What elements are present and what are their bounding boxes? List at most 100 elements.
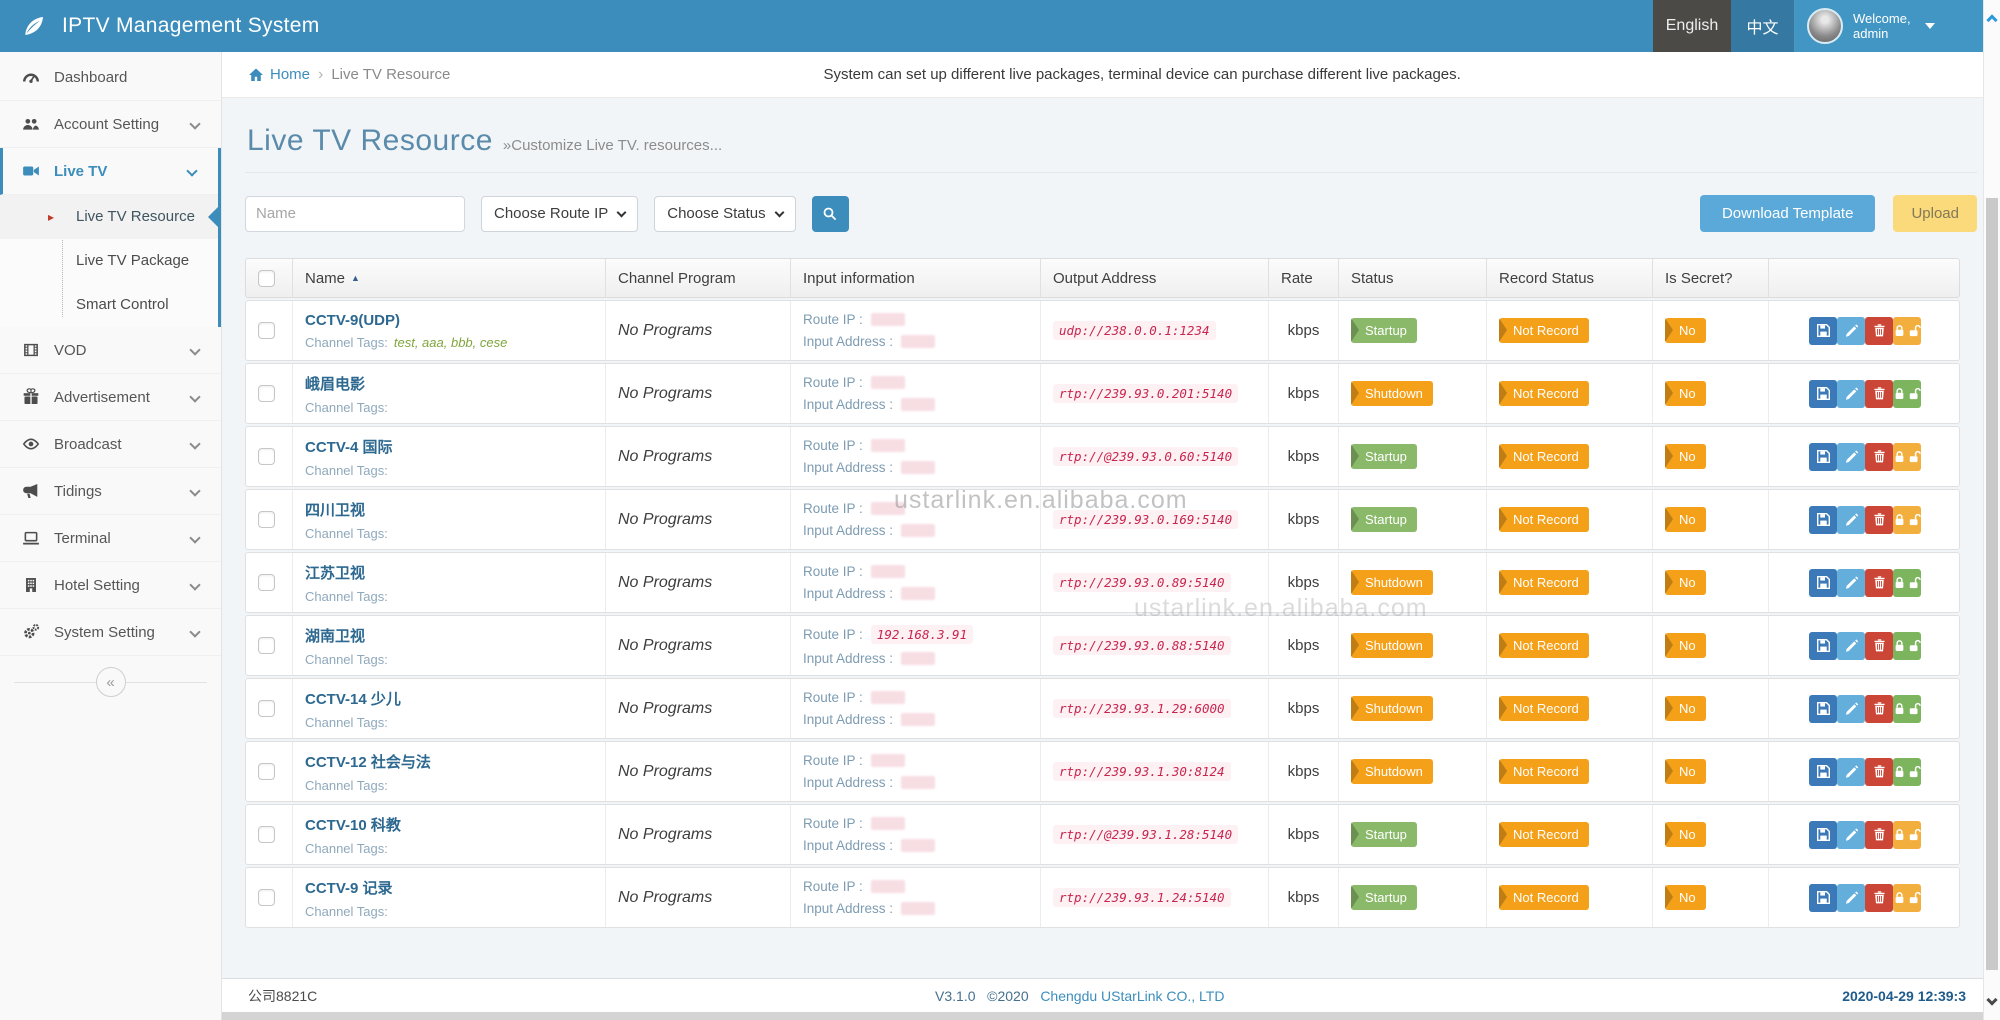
edit-button[interactable] — [1837, 379, 1865, 408]
edit-button[interactable] — [1837, 442, 1865, 471]
row-checkbox[interactable] — [258, 637, 275, 654]
search-button[interactable] — [811, 195, 849, 232]
sidebar-item-account-setting[interactable]: Account Setting — [0, 101, 221, 148]
delete-button[interactable] — [1865, 820, 1893, 849]
delete-button[interactable] — [1865, 883, 1893, 912]
sidebar-item-dashboard[interactable]: Dashboard — [0, 54, 221, 101]
unlock-button[interactable] — [1893, 631, 1921, 660]
unlock-button[interactable] — [1893, 694, 1921, 723]
sidebar-item-advertisement[interactable]: Advertisement — [0, 374, 221, 421]
channel-name-link[interactable]: CCTV-12 社会与法 — [305, 753, 431, 771]
save-button[interactable] — [1809, 820, 1837, 849]
row-checkbox[interactable] — [258, 889, 275, 906]
edit-button[interactable] — [1837, 883, 1865, 912]
delete-button[interactable] — [1865, 631, 1893, 660]
save-button[interactable] — [1809, 505, 1837, 534]
row-checkbox[interactable] — [258, 700, 275, 717]
row-checkbox[interactable] — [258, 322, 275, 339]
lock-button[interactable] — [1893, 820, 1921, 849]
breadcrumb-home-link[interactable]: Home — [248, 66, 310, 83]
channel-name-link[interactable]: CCTV-14 少儿 — [305, 690, 401, 708]
sidebar-subitem-live-tv-resource[interactable]: ▸ Live TV Resource — [0, 195, 218, 239]
lock-button[interactable] — [1893, 883, 1921, 912]
scrollbar-up-arrow-icon[interactable] — [1986, 14, 1998, 26]
channel-name-link[interactable]: CCTV-9(UDP) — [305, 311, 401, 329]
pencil-edit-icon — [1844, 386, 1859, 401]
scrollbar-thumb[interactable] — [1986, 198, 1998, 970]
upload-button[interactable]: Upload — [1893, 195, 1977, 232]
language-chinese-button[interactable]: 中文 — [1731, 0, 1795, 52]
delete-button[interactable] — [1865, 442, 1893, 471]
edit-button[interactable] — [1837, 505, 1865, 534]
channel-name-link[interactable]: 湖南卫视 — [305, 627, 366, 645]
save-button[interactable] — [1809, 631, 1837, 660]
save-button[interactable] — [1809, 316, 1837, 345]
sidebar-subitem-live-tv-package[interactable]: Live TV Package — [0, 239, 218, 283]
channel-name-link[interactable]: 江苏卫视 — [305, 564, 366, 582]
unlock-button[interactable] — [1893, 568, 1921, 597]
edit-button[interactable] — [1837, 316, 1865, 345]
row-checkbox[interactable] — [258, 574, 275, 591]
row-checkbox[interactable] — [258, 448, 275, 465]
channel-name-link[interactable]: CCTV-10 科教 — [305, 816, 401, 834]
unlock-button[interactable] — [1893, 379, 1921, 408]
sidebar-item-hotel-setting[interactable]: Hotel Setting — [0, 562, 221, 609]
channel-name-link[interactable]: 峨眉电影 — [305, 375, 366, 393]
sidebar-item-tidings[interactable]: Tidings — [0, 468, 221, 515]
select-all-checkbox[interactable] — [258, 269, 275, 287]
lock-button[interactable] — [1893, 442, 1921, 471]
sidebar-item-live-tv[interactable]: Live TV — [0, 148, 218, 195]
sidebar-item-vod[interactable]: VOD — [0, 327, 221, 374]
lock-button[interactable] — [1893, 316, 1921, 345]
delete-button[interactable] — [1865, 568, 1893, 597]
delete-button[interactable] — [1865, 757, 1893, 786]
delete-button[interactable] — [1865, 694, 1893, 723]
scrollbar-down-arrow-icon[interactable] — [1986, 994, 1998, 1006]
col-header-channel-program[interactable]: Channel Program — [606, 259, 791, 297]
row-checkbox[interactable] — [258, 826, 275, 843]
user-menu[interactable]: Welcome, admin — [1795, 0, 1983, 52]
status-select[interactable]: Choose Status — [654, 195, 796, 232]
col-header-name[interactable]: Name ▲ — [293, 259, 606, 297]
sidebar-subitem-smart-control[interactable]: Smart Control — [0, 283, 218, 327]
channel-name-link[interactable]: CCTV-9 记录 — [305, 879, 393, 897]
col-header-is-secret[interactable]: Is Secret? — [1653, 259, 1769, 297]
sidebar-item-system-setting[interactable]: System Setting — [0, 609, 221, 656]
edit-button[interactable] — [1837, 757, 1865, 786]
download-template-button[interactable]: Download Template — [1699, 195, 1876, 232]
row-checkbox[interactable] — [258, 385, 275, 402]
save-button[interactable] — [1809, 379, 1837, 408]
edit-button[interactable] — [1837, 568, 1865, 597]
row-checkbox[interactable] — [258, 511, 275, 528]
edit-button[interactable] — [1837, 631, 1865, 660]
edit-button[interactable] — [1837, 820, 1865, 849]
delete-button[interactable] — [1865, 379, 1893, 408]
channel-name-link[interactable]: CCTV-4 国际 — [305, 438, 393, 456]
col-header-output-address[interactable]: Output Address — [1041, 259, 1269, 297]
save-button[interactable] — [1809, 568, 1837, 597]
name-filter-input[interactable] — [245, 195, 465, 232]
route-ip-select[interactable]: Choose Route IP — [481, 195, 639, 232]
sidebar-item-terminal[interactable]: Terminal — [0, 515, 221, 562]
unlock-button[interactable] — [1893, 757, 1921, 786]
vertical-scrollbar[interactable] — [1983, 0, 2000, 1020]
sidebar-collapse-button[interactable]: « — [95, 667, 126, 697]
status-badge: Shutdown — [1351, 759, 1433, 784]
save-button[interactable] — [1809, 757, 1837, 786]
col-header-record-status[interactable]: Record Status — [1487, 259, 1653, 297]
row-checkbox[interactable] — [258, 763, 275, 780]
language-english-button[interactable]: English — [1653, 0, 1731, 52]
channel-name-link[interactable]: 四川卫视 — [305, 501, 366, 519]
save-button[interactable] — [1809, 883, 1837, 912]
lock-button[interactable] — [1893, 505, 1921, 534]
col-header-status[interactable]: Status — [1339, 259, 1487, 297]
delete-button[interactable] — [1865, 505, 1893, 534]
save-button[interactable] — [1809, 694, 1837, 723]
edit-button[interactable] — [1837, 694, 1865, 723]
col-header-input-information[interactable]: Input information — [791, 259, 1041, 297]
sidebar-item-broadcast[interactable]: Broadcast — [0, 421, 221, 468]
footer-org-link[interactable]: Chengdu UStarLink CO., LTD — [1040, 987, 1225, 1004]
col-header-rate[interactable]: Rate — [1269, 259, 1339, 297]
save-button[interactable] — [1809, 442, 1837, 471]
delete-button[interactable] — [1865, 316, 1893, 345]
